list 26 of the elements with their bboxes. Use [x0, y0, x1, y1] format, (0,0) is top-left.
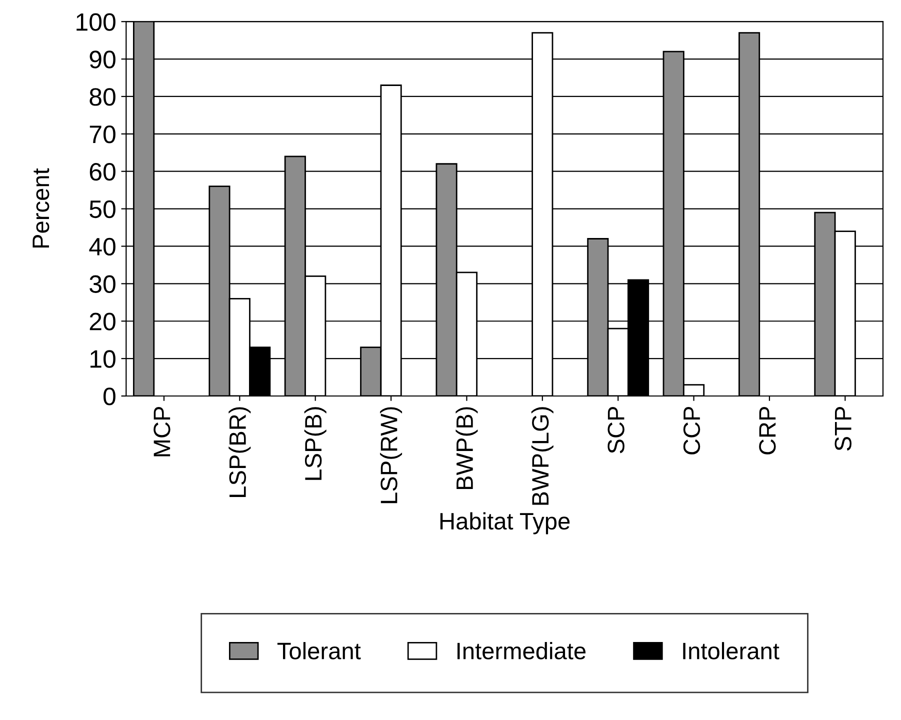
y-tick-label: 50	[90, 200, 116, 218]
y-tick-label: 80	[90, 88, 116, 106]
x-tick-label: STP	[834, 406, 852, 451]
y-tick-label: 90	[90, 50, 116, 68]
x-tick-label: BWP(LG)	[531, 407, 554, 505]
x-tick-label: LSP(B)	[304, 407, 326, 480]
y-tick-label: 100	[76, 13, 116, 31]
y-tick-label: 0	[103, 388, 116, 406]
y-tick-label: 20	[90, 312, 116, 330]
y-tick-label: 30	[90, 275, 116, 293]
x-tick-label: SCP	[608, 406, 624, 454]
legend-label: Tolerant	[277, 642, 361, 660]
x-tick-label: CCP	[683, 406, 700, 454]
y-axis-title: Percent	[32, 168, 50, 248]
y-tick-label: 40	[89, 238, 116, 256]
y-tick-label: 10	[90, 350, 116, 368]
legend-label: Intolerant	[683, 642, 780, 660]
y-tick-label: 70	[90, 126, 116, 144]
x-tick-label: MCP	[154, 406, 170, 456]
x-tick-label: CRP	[759, 406, 776, 454]
y-tick-label: 60	[90, 162, 116, 181]
x-tick-label: LSP(BR)	[228, 407, 251, 497]
x-tick-label: BWP(B)	[456, 407, 478, 490]
x-axis-title: Habitat Type	[440, 512, 570, 534]
x-tick-label: LSP(RW)	[380, 407, 402, 504]
legend-label: Intermediate	[458, 642, 586, 660]
